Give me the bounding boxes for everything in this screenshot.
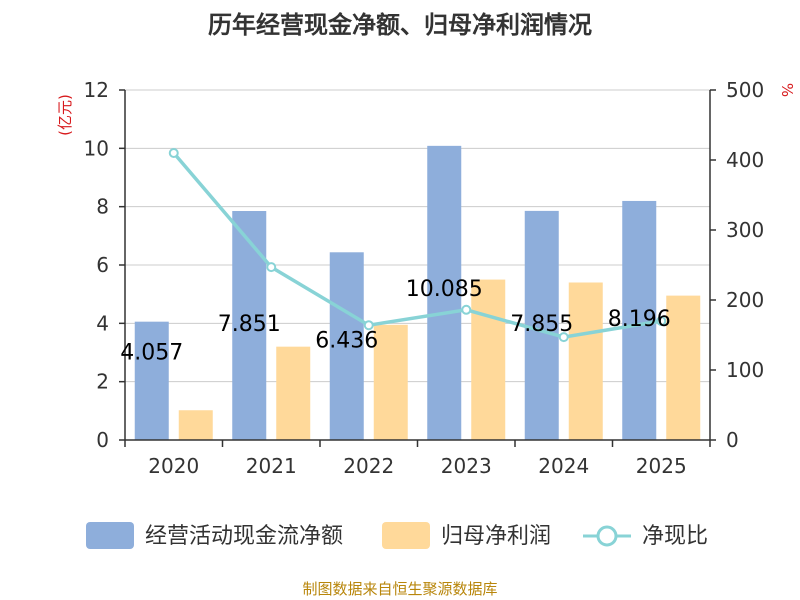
bar-data-label: 10.085: [406, 277, 483, 302]
bar-data-label: 7.855: [510, 312, 573, 337]
ratio-point: [461, 304, 472, 315]
bar-data-label: 4.057: [120, 341, 183, 366]
left-axis-tick-label: 6: [96, 253, 109, 277]
bar-data-label: 7.851: [218, 312, 281, 337]
bar-cashflow: [232, 211, 267, 440]
legend-swatch-cashflow: [86, 522, 134, 549]
bar-profit: [471, 279, 506, 440]
ratio-point: [363, 320, 374, 331]
right-axis-tick-label: 500: [726, 78, 764, 102]
bar-cashflow: [329, 252, 364, 440]
bars: [134, 145, 701, 440]
bar-profit: [178, 410, 213, 440]
ratio-point: [266, 262, 277, 273]
right-axis-unit: %: [778, 83, 796, 97]
source-note: 制图数据来自恒生聚源数据库: [302, 580, 497, 598]
left-axis-tick-label: 10: [84, 136, 109, 160]
legend-label-profit: 归母净利润: [441, 524, 551, 549]
x-axis-tick-label: 2025: [636, 454, 687, 478]
bar-profit: [373, 324, 408, 440]
right-axis-tick-label: 100: [726, 358, 764, 382]
ratio-point: [656, 316, 667, 326]
right-axis-tick-label: 0: [726, 428, 739, 452]
right-axis-tick-label: 200: [726, 288, 764, 312]
ratio-line: [168, 148, 667, 343]
chart-title: 历年经营现金净额、归母净利润情况: [208, 11, 592, 39]
bar-cashflow: [427, 145, 462, 440]
ratio-point: [168, 148, 179, 158]
ratio-point: [558, 332, 569, 343]
ratio-line-path: [172, 151, 662, 339]
bar-data-label: 6.436: [315, 328, 378, 353]
bar-cashflow: [622, 200, 657, 440]
bar-profit: [276, 346, 311, 440]
left-axis-tick-label: 8: [96, 195, 109, 219]
x-axis-tick-label: 2021: [246, 454, 297, 478]
bar-profit: [666, 295, 701, 440]
bar-data-label: 8.196: [608, 307, 671, 332]
legend-swatch-profit: [382, 522, 430, 549]
legend-label-ratio: 净现比: [642, 524, 708, 549]
left-axis-tick-label: 0: [96, 428, 109, 452]
right-axis-tick-label: 400: [726, 148, 764, 172]
legend-marker-ratio: [596, 525, 618, 547]
left-axis-tick-label: 2: [96, 370, 109, 394]
data-labels: 4.057 7.851 6.436 10.085 7.855 8.196: [120, 277, 670, 366]
legend-label-cashflow: 经营活动现金流净额: [145, 524, 343, 549]
axes: 0 2 4 6 8 10 12 0 100 200 300 400 500 2020 2021 2022 202…: [84, 78, 765, 478]
bar-cashflow: [524, 210, 559, 440]
grid-lines: [125, 89, 710, 383]
left-axis-unit: (亿元): [56, 94, 74, 136]
bar-profit: [568, 282, 603, 440]
right-axis-tick-label: 300: [726, 218, 764, 242]
left-axis-tick-label: 4: [96, 311, 109, 335]
legend: 经营活动现金流净额 归母净利润 净现比: [86, 522, 708, 549]
x-axis-tick-label: 2020: [148, 454, 199, 478]
x-axis-tick-label: 2022: [343, 454, 394, 478]
left-axis-tick-label: 12: [84, 78, 109, 102]
x-axis-tick-label: 2024: [538, 454, 589, 478]
bar-cashflow: [134, 321, 169, 440]
x-axis-tick-label: 2023: [441, 454, 492, 478]
